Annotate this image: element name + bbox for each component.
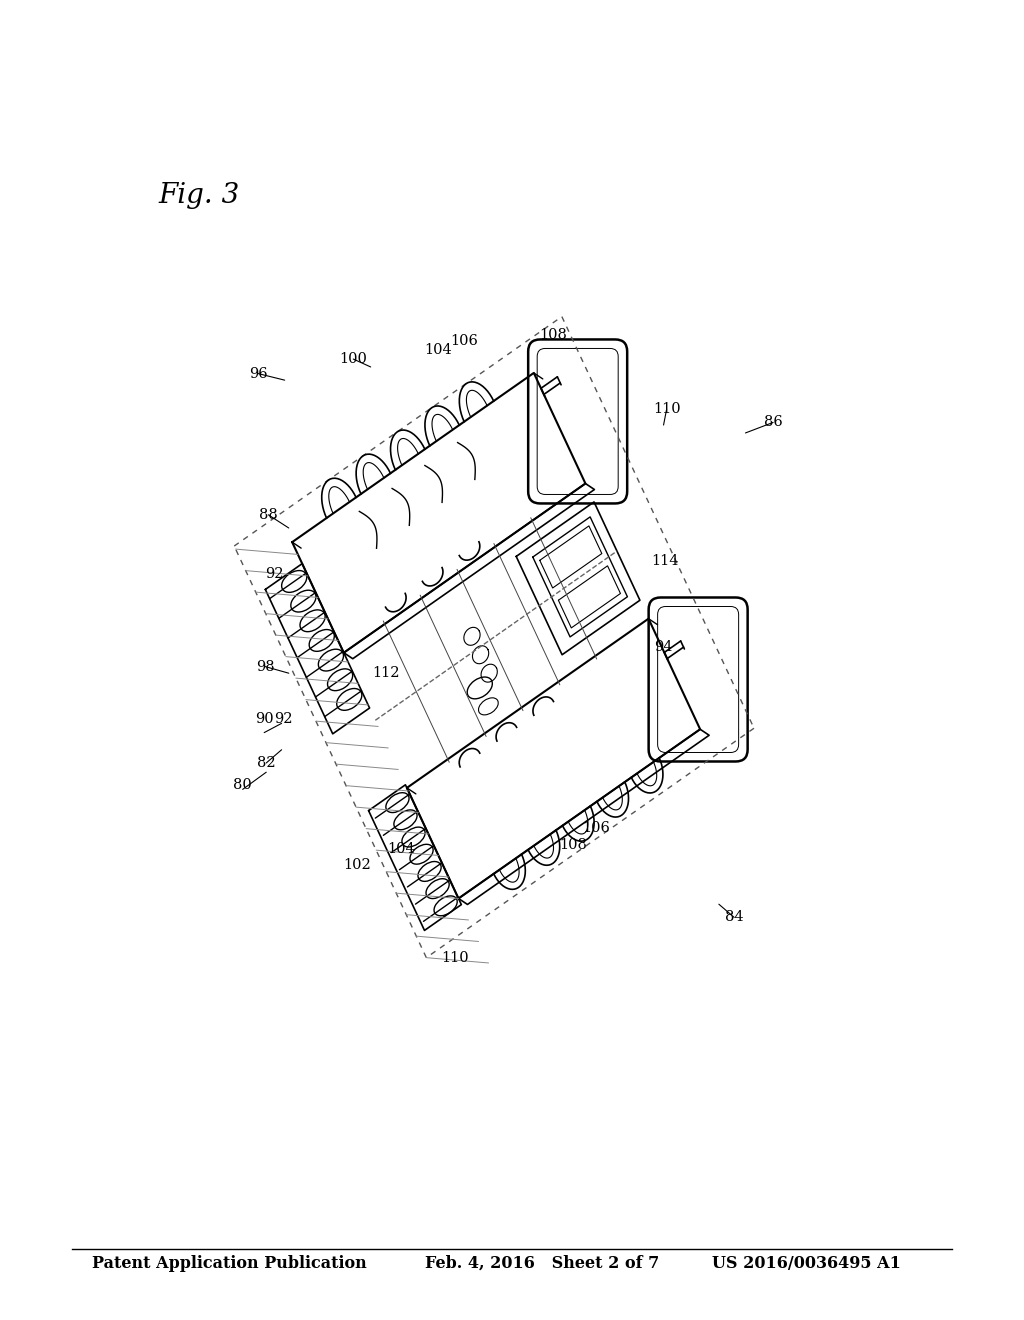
Text: 104: 104: [387, 842, 416, 855]
Text: Patent Application Publication: Patent Application Publication: [92, 1255, 367, 1271]
Text: 106: 106: [450, 334, 478, 347]
Text: 86: 86: [764, 416, 782, 429]
Text: 98: 98: [256, 660, 274, 673]
Text: 110: 110: [653, 403, 680, 416]
Text: 80: 80: [233, 779, 252, 792]
Text: 92: 92: [265, 568, 284, 581]
Text: 96: 96: [249, 367, 267, 380]
Text: US 2016/0036495 A1: US 2016/0036495 A1: [712, 1255, 900, 1271]
Text: 114: 114: [651, 554, 678, 568]
Text: 82: 82: [257, 756, 275, 770]
Text: 110: 110: [441, 952, 468, 965]
Text: 108: 108: [559, 838, 588, 851]
Text: 88: 88: [259, 508, 278, 521]
Text: 102: 102: [343, 858, 372, 871]
Text: Feb. 4, 2016   Sheet 2 of 7: Feb. 4, 2016 Sheet 2 of 7: [425, 1255, 659, 1271]
Text: 108: 108: [539, 329, 567, 342]
Text: Fig. 3: Fig. 3: [159, 182, 240, 209]
Text: 94: 94: [654, 640, 673, 653]
Text: 100: 100: [339, 352, 368, 366]
Text: 104: 104: [424, 343, 453, 356]
Text: 112: 112: [373, 667, 399, 680]
Text: 84: 84: [725, 911, 743, 924]
Text: 92: 92: [274, 713, 293, 726]
Text: 90: 90: [255, 713, 273, 726]
Text: 106: 106: [582, 821, 610, 834]
